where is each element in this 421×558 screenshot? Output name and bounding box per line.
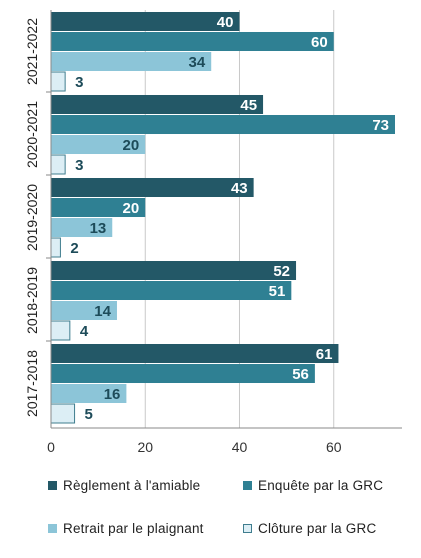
data-label: 43 — [231, 180, 248, 197]
x-tick-label: 60 — [326, 439, 342, 455]
bar — [51, 52, 212, 71]
legend-label: Règlement à l'amiable — [63, 478, 201, 493]
data-label: 5 — [85, 406, 93, 423]
legend-swatch — [48, 524, 57, 533]
bar — [51, 364, 315, 383]
x-tick-label: 20 — [137, 439, 153, 455]
legend-swatch — [48, 481, 57, 490]
legend-label: Retrait par le plaignant — [63, 521, 204, 536]
legend-item: Enquête par la GRC — [243, 478, 383, 493]
legend-item: Retrait par le plaignant — [48, 521, 204, 536]
legend-label: Clôture par la GRC — [258, 521, 377, 536]
bar — [50, 237, 61, 258]
data-label: 3 — [75, 157, 83, 174]
bar — [51, 344, 339, 363]
bar — [50, 403, 76, 424]
bar — [51, 178, 254, 197]
data-label: 4 — [80, 323, 89, 340]
data-label: 34 — [189, 54, 206, 71]
bar — [51, 281, 292, 300]
bar — [50, 154, 66, 175]
data-label: 16 — [104, 386, 121, 403]
data-label: 52 — [273, 263, 290, 280]
bar — [51, 301, 117, 320]
data-label: 60 — [311, 34, 328, 51]
x-tick-label: 0 — [47, 439, 55, 455]
legend-swatch — [243, 524, 252, 533]
category-label: 2018-2019 — [24, 267, 40, 334]
data-label: 45 — [240, 97, 257, 114]
axes: 0 20 40 60 2021-2022 2020-2021 2019-2020 2018-2… — [24, 10, 402, 455]
legend-item: Règlement à l'amiable — [48, 478, 200, 493]
bars — [50, 12, 395, 424]
data-label: 61 — [316, 346, 333, 363]
category-label: 2020-2021 — [24, 101, 40, 168]
data-label: 20 — [123, 137, 140, 154]
data-label: 73 — [372, 117, 389, 134]
bar — [51, 115, 395, 134]
category-label: 2017-2018 — [24, 350, 40, 417]
bar — [50, 71, 66, 92]
data-label: 2 — [70, 240, 78, 257]
category-label: 2019-2020 — [24, 184, 40, 251]
data-label: 56 — [292, 366, 309, 383]
data-label: 3 — [75, 74, 83, 91]
bar — [51, 198, 146, 217]
data-label: 13 — [90, 220, 107, 237]
legend-item: Clôture par la GRC — [243, 521, 376, 536]
data-label: 40 — [217, 14, 234, 31]
data-label: 51 — [269, 283, 286, 300]
bar — [50, 320, 71, 341]
bar — [51, 12, 240, 31]
bar — [51, 261, 297, 280]
bar — [51, 95, 264, 114]
legend-swatch — [243, 481, 252, 490]
data-label: 20 — [123, 200, 140, 217]
x-tick-label: 40 — [232, 439, 248, 455]
bar — [51, 32, 334, 51]
legend: Règlement à l'amiable Enquête par la GRC… — [0, 470, 421, 550]
data-label: 14 — [94, 303, 111, 320]
bar — [51, 135, 146, 154]
bar — [51, 218, 113, 237]
category-label: 2021-2022 — [24, 18, 40, 85]
legend-label: Enquête par la GRC — [258, 478, 384, 493]
bar — [51, 384, 127, 403]
